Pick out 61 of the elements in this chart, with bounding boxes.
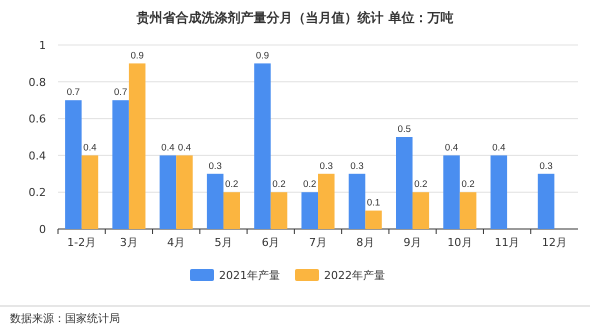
bar (396, 137, 413, 229)
data-label: 0.2 (303, 179, 316, 190)
bar (460, 192, 476, 229)
bar (348, 174, 366, 229)
data-label: 0.9 (130, 50, 144, 62)
source-note: 数据来源：国家统计局 (10, 312, 120, 325)
bar (301, 192, 318, 229)
bar (318, 174, 335, 229)
data-label: 0.7 (66, 87, 80, 98)
x-tick-label: 12月 (542, 236, 567, 249)
x-tick-label: 4月 (167, 236, 186, 249)
x-tick-label: 8月 (356, 236, 374, 249)
y-tick-label: 0.6 (28, 112, 46, 126)
bar (206, 174, 224, 229)
data-label: 0.9 (256, 50, 270, 62)
data-label: 0.3 (539, 160, 553, 172)
x-tick-label: 6月 (262, 236, 280, 249)
data-label: 0.3 (320, 160, 333, 172)
x-tick-label: 11月 (494, 236, 520, 249)
bar (128, 63, 146, 229)
data-label: 0.2 (414, 179, 428, 190)
bar (490, 155, 508, 229)
chart-title: 贵州省合成洗涤剂产量分月（当月值）统计 单位：万吨 (136, 10, 454, 26)
y-tick-label: 1 (39, 39, 46, 52)
bar (254, 63, 271, 229)
bar (65, 100, 82, 229)
y-tick-label: 0.4 (28, 149, 46, 162)
bar (538, 174, 554, 229)
bar (270, 192, 288, 229)
bar (112, 100, 129, 229)
bar (365, 210, 382, 229)
bar (160, 155, 176, 229)
x-tick-label: 3月 (120, 236, 138, 249)
data-label: 0.2 (461, 179, 475, 190)
x-tick-label: 5月 (214, 236, 232, 249)
bar (176, 155, 193, 229)
legend-label: 2021年产量 (219, 269, 280, 282)
data-label: 0.7 (114, 87, 128, 98)
data-label: 0.4 (444, 142, 458, 154)
bar (223, 192, 240, 229)
bar (443, 155, 460, 229)
legend-label: 2022年产量 (324, 269, 385, 282)
y-tick-label: 0 (39, 223, 46, 236)
data-label: 0.4 (161, 142, 175, 154)
bar (82, 155, 98, 229)
data-label: 0.3 (208, 160, 222, 172)
x-tick-label: 1-2月 (67, 236, 96, 249)
data-label: 0.5 (398, 124, 411, 135)
bar (412, 192, 430, 229)
y-tick-label: 0.8 (28, 76, 46, 89)
data-label: 0.2 (272, 179, 286, 190)
data-label: 0.4 (178, 142, 192, 154)
data-label: 0.4 (83, 142, 97, 154)
x-tick-label: 7月 (309, 236, 327, 249)
data-label: 0.2 (225, 179, 238, 190)
data-label: 0.3 (350, 160, 364, 172)
y-tick-label: 0.2 (28, 186, 46, 200)
data-label: 0.4 (492, 142, 506, 154)
data-label: 0.1 (366, 198, 380, 209)
x-tick-label: 9月 (404, 236, 422, 249)
x-tick-label: 10月 (447, 236, 472, 249)
